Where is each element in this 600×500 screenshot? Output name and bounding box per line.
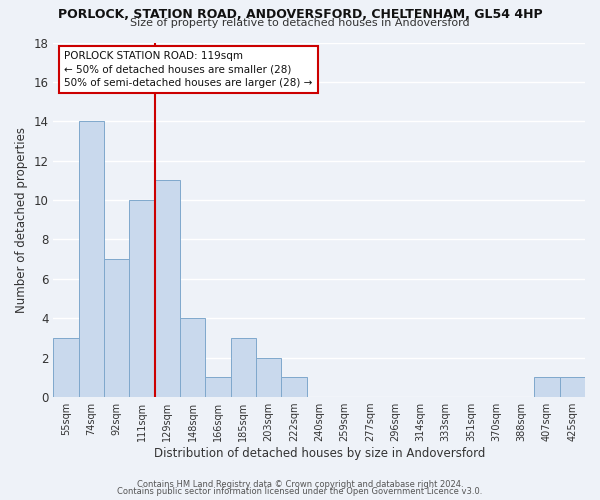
Bar <box>130 200 155 397</box>
Bar <box>155 180 180 397</box>
Bar <box>180 318 205 397</box>
Text: PORLOCK, STATION ROAD, ANDOVERSFORD, CHELTENHAM, GL54 4HP: PORLOCK, STATION ROAD, ANDOVERSFORD, CHE… <box>58 8 542 20</box>
Bar <box>230 338 256 397</box>
Bar <box>79 122 104 397</box>
Text: Contains public sector information licensed under the Open Government Licence v3: Contains public sector information licen… <box>118 487 482 496</box>
Text: Contains HM Land Registry data © Crown copyright and database right 2024.: Contains HM Land Registry data © Crown c… <box>137 480 463 489</box>
Bar <box>53 338 79 397</box>
Y-axis label: Number of detached properties: Number of detached properties <box>15 127 28 313</box>
Bar <box>205 378 230 397</box>
Bar <box>535 378 560 397</box>
Bar <box>256 358 281 397</box>
Bar <box>560 378 585 397</box>
Bar <box>281 378 307 397</box>
X-axis label: Distribution of detached houses by size in Andoversford: Distribution of detached houses by size … <box>154 447 485 460</box>
Text: Size of property relative to detached houses in Andoversford: Size of property relative to detached ho… <box>130 18 470 28</box>
Text: PORLOCK STATION ROAD: 119sqm
← 50% of detached houses are smaller (28)
50% of se: PORLOCK STATION ROAD: 119sqm ← 50% of de… <box>64 52 313 88</box>
Bar <box>104 259 130 397</box>
